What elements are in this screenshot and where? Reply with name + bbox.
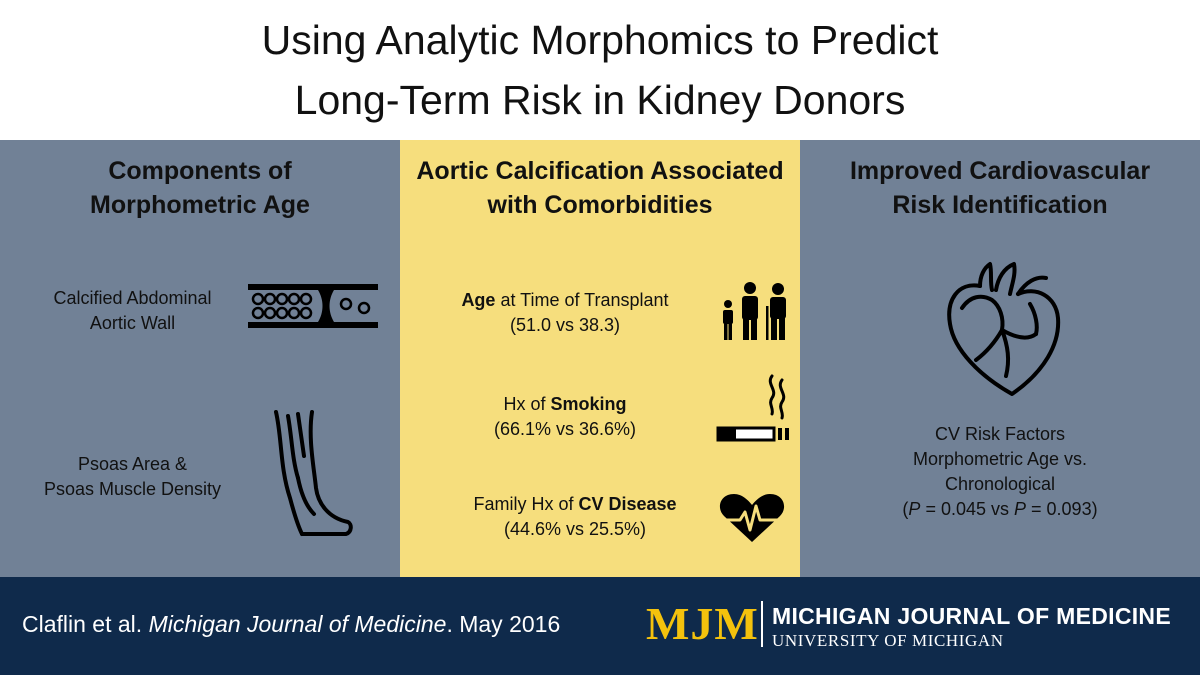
p-symbol: P: [1014, 499, 1027, 519]
heading-line: Components of: [108, 157, 292, 185]
bold-term: CV Disease: [578, 494, 677, 514]
p-value-line: (P = 0.045 vs P = 0.093): [800, 497, 1200, 522]
paren: (: [902, 499, 909, 519]
comorbidity-label: Age at Time of Transplant: [440, 288, 690, 313]
mjm-logo: MJM: [646, 598, 759, 649]
label-line: Calcified Abdominal: [53, 288, 212, 308]
label-text: Hx of: [503, 394, 551, 414]
comorbidity-cv-disease: Family Hx of CV Disease (44.6% vs 25.5%): [440, 492, 710, 542]
label-text: Family Hx of: [473, 494, 579, 514]
title-line-1: Using Analytic Morphomics to Predict: [261, 17, 939, 63]
citation-authors: Claflin et al.: [22, 611, 149, 637]
result-line: Chronological: [944, 474, 1056, 494]
logo-divider: [761, 601, 763, 647]
bold-term: Age: [461, 290, 496, 310]
comorbidity-values: (51.0 vs 38.3): [509, 315, 621, 335]
family-icon: [723, 282, 786, 340]
cigarette-icon: [716, 374, 789, 442]
calcified-artery-icon: [248, 284, 378, 328]
heading-line: with Comorbidities: [487, 191, 713, 219]
comorbidity-label: Family Hx of CV Disease: [440, 492, 710, 517]
heading-line: Morphometric Age: [90, 191, 310, 219]
page-title: Using Analytic Morphomics to Predict Lon…: [0, 0, 1200, 140]
citation: Claflin et al. Michigan Journal of Medic…: [22, 611, 560, 638]
university-name: UNIVERSITY OF MICHIGAN: [772, 631, 1004, 650]
bold-term: Smoking: [550, 394, 627, 414]
heartbeat-icon: [719, 494, 785, 542]
citation-date: . May 2016: [446, 611, 561, 637]
label-text: at Time of Transplant: [495, 290, 669, 310]
aortic-wall-label: Calcified Abdominal Aortic Wall: [20, 286, 245, 336]
label-line: Psoas Muscle Density: [43, 479, 222, 499]
comorbidity-label: Hx of Smoking: [440, 392, 690, 417]
cv-risk-result: CV Risk Factors Morphometric Age vs. Chr…: [800, 422, 1200, 522]
panel-heading-left: Components of Morphometric Age: [0, 154, 400, 222]
panel-heading-right: Improved Cardiovascular Risk Identificat…: [800, 154, 1200, 222]
p-symbol: P: [908, 499, 921, 519]
p-value: = 0.045 vs: [920, 499, 1014, 519]
comorbidity-values: (66.1% vs 36.6%): [493, 419, 637, 439]
psoas-label: Psoas Area & Psoas Muscle Density: [20, 452, 245, 502]
result-line: Morphometric Age vs.: [912, 449, 1088, 469]
heading-line: Improved Cardiovascular: [849, 157, 1151, 185]
panel-aortic-calcification: Aortic Calcification Associated with Com…: [400, 140, 800, 577]
citation-journal: Michigan Journal of Medicine: [148, 611, 447, 637]
p-value: = 0.093): [1026, 499, 1098, 519]
comorbidity-values: (44.6% vs 25.5%): [503, 519, 647, 539]
comorbidity-age: Age at Time of Transplant (51.0 vs 38.3): [440, 288, 690, 338]
comorbidity-smoking: Hx of Smoking (66.1% vs 36.6%): [440, 392, 690, 442]
panel-morphometric-age: Components of Morphometric Age Calcified…: [0, 140, 400, 577]
journal-name: MICHIGAN JOURNAL OF MEDICINE: [772, 603, 1171, 629]
heart-organ-icon: [947, 262, 1061, 396]
label-line: Aortic Wall: [89, 313, 176, 333]
panel-heading-middle: Aortic Calcification Associated with Com…: [400, 154, 800, 222]
footer: Claflin et al. Michigan Journal of Medic…: [0, 577, 1200, 675]
heading-line: Aortic Calcification Associated: [416, 157, 784, 185]
heading-line: Risk Identification: [892, 191, 1108, 219]
leg-muscle-icon: [274, 410, 353, 536]
result-line: CV Risk Factors: [934, 424, 1066, 444]
label-line: Psoas Area &: [77, 454, 188, 474]
panel-cv-risk: Improved Cardiovascular Risk Identificat…: [800, 140, 1200, 577]
title-line-2: Long-Term Risk in Kidney Donors: [294, 77, 906, 123]
